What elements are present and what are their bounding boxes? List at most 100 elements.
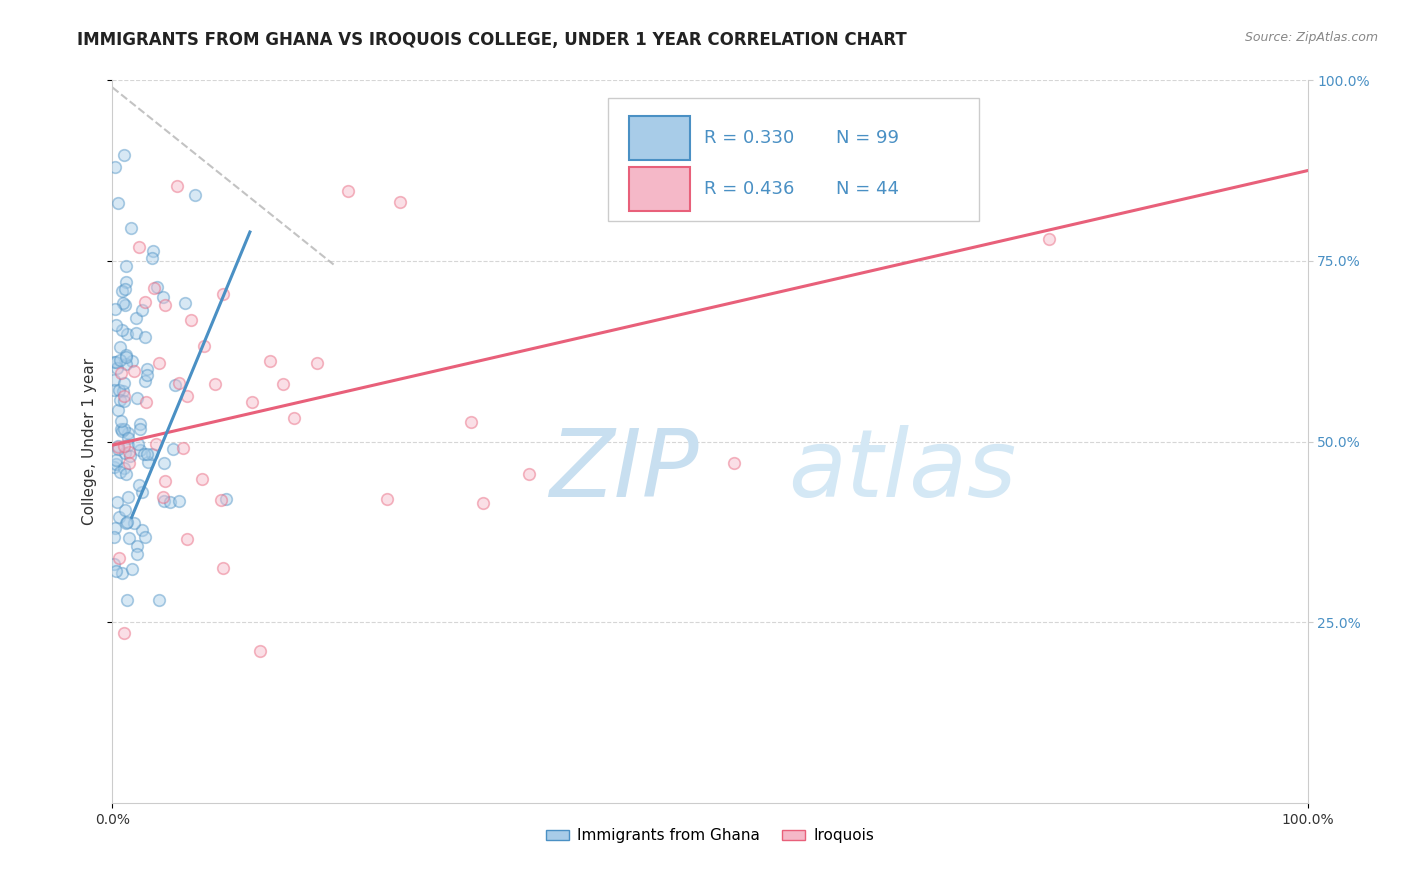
Point	[108, 352, 131, 367]
Point	[125, 326, 148, 341]
Text: R = 0.330: R = 0.330	[704, 129, 794, 147]
Point	[152, 290, 174, 304]
Point	[162, 442, 184, 456]
Point	[472, 496, 495, 510]
Point	[176, 533, 198, 547]
Point	[173, 296, 195, 310]
Point	[114, 351, 136, 365]
Text: ZIP: ZIP	[548, 425, 699, 516]
Point	[112, 439, 135, 453]
Point	[105, 453, 128, 467]
Point	[124, 310, 146, 325]
Text: atlas: atlas	[787, 425, 1017, 516]
Point	[148, 593, 170, 607]
Point	[117, 326, 139, 341]
Point	[115, 348, 138, 362]
Point	[105, 495, 128, 509]
Point	[107, 403, 129, 417]
Point	[115, 516, 138, 530]
Point	[337, 184, 360, 198]
Point	[128, 240, 150, 254]
Point	[117, 593, 139, 607]
Point	[145, 437, 167, 451]
Point	[114, 502, 136, 516]
Point	[153, 494, 176, 508]
Point	[152, 490, 174, 504]
Point	[104, 564, 127, 578]
Point	[118, 456, 141, 470]
Point	[114, 460, 136, 475]
Point	[242, 395, 264, 409]
Point	[142, 244, 165, 258]
Point	[723, 456, 745, 470]
Point	[142, 281, 165, 295]
Point	[114, 626, 135, 640]
Point	[212, 287, 235, 301]
Point	[103, 383, 125, 397]
Point	[135, 368, 157, 382]
Point	[111, 323, 134, 337]
Point	[115, 275, 138, 289]
Point	[104, 355, 127, 369]
Point	[115, 516, 138, 530]
Point	[112, 389, 135, 403]
Point	[148, 356, 170, 370]
Point	[212, 561, 235, 575]
Text: N = 44: N = 44	[835, 179, 898, 198]
Point	[131, 523, 153, 537]
Point	[215, 492, 238, 507]
Text: IMMIGRANTS FROM GHANA VS IROQUOIS COLLEGE, UNDER 1 YEAR CORRELATION CHART: IMMIGRANTS FROM GHANA VS IROQUOIS COLLEG…	[77, 31, 907, 49]
Point	[110, 284, 132, 298]
Text: N = 99: N = 99	[835, 129, 898, 147]
Point	[121, 354, 143, 368]
Point	[132, 447, 155, 461]
Point	[389, 195, 412, 210]
Point	[117, 432, 139, 446]
Point	[159, 494, 181, 508]
Point	[136, 455, 159, 469]
Point	[134, 330, 156, 344]
Point	[112, 376, 135, 390]
Point	[131, 302, 153, 317]
Point	[117, 438, 139, 452]
Point	[118, 449, 141, 463]
Point	[117, 491, 139, 505]
Point	[134, 374, 156, 388]
Legend: Immigrants from Ghana, Iroquois: Immigrants from Ghana, Iroquois	[540, 822, 880, 849]
Y-axis label: College, Under 1 year: College, Under 1 year	[82, 358, 97, 525]
Point	[128, 478, 150, 492]
Point	[104, 160, 127, 174]
Point	[122, 516, 145, 530]
Point	[115, 467, 138, 481]
Point	[169, 494, 191, 508]
Point	[271, 376, 294, 391]
Point	[114, 298, 136, 312]
Point	[108, 340, 131, 354]
Point	[112, 422, 135, 436]
Point	[204, 376, 226, 391]
Point	[107, 442, 129, 456]
Point	[103, 373, 125, 387]
Point	[209, 492, 232, 507]
Point	[134, 530, 156, 544]
Point	[114, 446, 136, 460]
Point	[517, 467, 540, 482]
Point	[112, 148, 135, 162]
Text: Source: ZipAtlas.com: Source: ZipAtlas.com	[1244, 31, 1378, 45]
FancyBboxPatch shape	[609, 98, 979, 221]
Point	[153, 475, 176, 489]
Point	[104, 458, 127, 472]
Point	[114, 282, 136, 296]
Point	[104, 521, 127, 535]
Point	[169, 376, 191, 391]
Point	[128, 422, 150, 436]
Point	[176, 389, 198, 403]
Point	[107, 360, 129, 375]
Point	[135, 447, 157, 461]
Point	[110, 465, 132, 479]
Point	[111, 425, 134, 439]
Point	[114, 259, 136, 273]
Point	[283, 411, 305, 425]
Point	[166, 179, 188, 194]
Point	[124, 364, 146, 378]
